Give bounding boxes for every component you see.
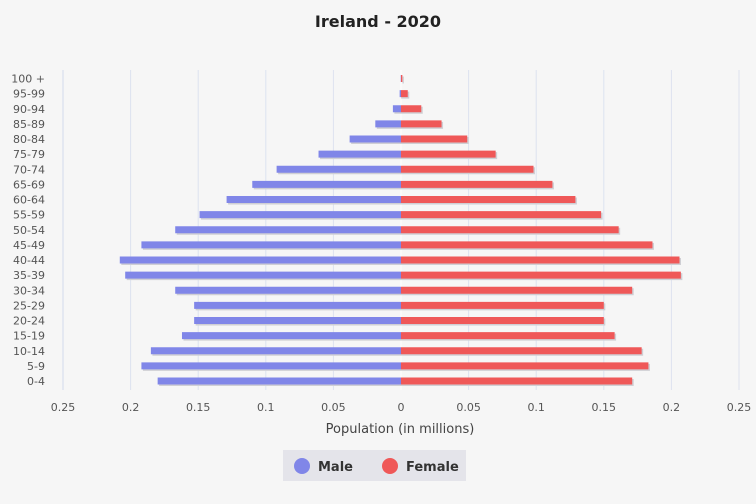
y-axis-tick-labels: 100 + 95-99 90-94 85-89 80-84 75-79 70-74 65-69… [11, 73, 45, 389]
legend-female-label[interactable]: Female [406, 460, 459, 475]
y-tick-label: 5-9 [27, 360, 45, 373]
legend-female-marker[interactable] [382, 458, 398, 474]
x-tick-label: 0.2 [663, 401, 681, 414]
bar-female-35-39[interactable] [401, 271, 681, 279]
x-tick-label: 0.2 [122, 401, 140, 414]
bar-female-70-74[interactable] [401, 165, 534, 173]
y-tick-label: 10-14 [13, 345, 45, 358]
bar-male-10-14[interactable] [150, 347, 401, 355]
x-axis-tick-labels: 0.25 0.2 0.15 0.1 0.05 0 0.05 0.1 0.15 0.2 0.25 [51, 401, 752, 414]
bar-male-20-24[interactable] [194, 317, 401, 324]
bar-female-55-59[interactable] [401, 211, 602, 219]
x-tick-label: 0.1 [527, 401, 545, 414]
bar-female-90-94[interactable] [401, 105, 422, 113]
legend-male-marker[interactable] [294, 458, 310, 474]
bar-male-40-44[interactable] [119, 256, 401, 264]
y-tick-label: 85-89 [13, 118, 45, 131]
bar-female-100[interactable] [401, 75, 403, 82]
bar-female-65-69[interactable] [401, 180, 553, 188]
bars [119, 75, 683, 386]
y-tick-label: 65-69 [13, 178, 45, 191]
y-tick-label: 60-64 [13, 194, 45, 207]
x-tick-label: 0.25 [51, 401, 76, 414]
x-tick-label: 0.05 [321, 401, 346, 414]
bar-male-30-34[interactable] [175, 286, 401, 294]
bar-female-95-99[interactable] [401, 90, 408, 98]
bar-male-90-94[interactable] [392, 105, 401, 113]
bar-female-20-24[interactable] [401, 317, 604, 324]
bar-male-95-99[interactable] [399, 90, 401, 98]
bar-male-60-64[interactable] [226, 196, 401, 203]
x-tick-label: 0.15 [592, 401, 617, 414]
x-tick-label: 0.15 [186, 401, 211, 414]
bar-male-80-84[interactable] [349, 135, 401, 143]
bar-female-15-19[interactable] [401, 332, 615, 340]
bar-male-75-79[interactable] [318, 150, 401, 158]
y-tick-label: 90-94 [13, 103, 45, 116]
bar-male-70-74[interactable] [276, 165, 401, 173]
bar-shadow [402, 76, 404, 84]
x-tick-label: 0.25 [727, 401, 752, 414]
bar-female-85-89[interactable] [401, 120, 442, 128]
bar-female-40-44[interactable] [401, 256, 680, 264]
bar-female-5-9[interactable] [401, 362, 649, 370]
bar-female-25-29[interactable] [401, 301, 604, 309]
bar-female-75-79[interactable] [401, 150, 496, 158]
legend-background [283, 450, 466, 481]
bar-female-0-4[interactable] [401, 377, 633, 385]
x-tick-label: 0.1 [257, 401, 275, 414]
bar-male-85-89[interactable] [375, 120, 401, 128]
legend-male-label[interactable]: Male [318, 460, 353, 475]
bar-male-50-54[interactable] [175, 226, 401, 234]
y-tick-label: 20-24 [13, 315, 45, 328]
bar-male-65-69[interactable] [252, 180, 401, 188]
y-tick-label: 40-44 [13, 254, 45, 267]
y-tick-label: 25-29 [13, 299, 45, 312]
bar-female-10-14[interactable] [401, 347, 642, 355]
legend: Male Female [283, 450, 466, 481]
bar-male-0-4[interactable] [157, 377, 401, 385]
y-tick-label: 35-39 [13, 269, 45, 282]
y-tick-label: 30-34 [13, 284, 45, 297]
bar-male-55-59[interactable] [199, 211, 401, 219]
y-tick-label: 45-49 [13, 239, 45, 252]
y-tick-label: 75-79 [13, 148, 45, 161]
bar-female-30-34[interactable] [401, 286, 633, 294]
x-tick-label: 0 [398, 401, 405, 414]
bar-male-5-9[interactable] [141, 362, 401, 370]
y-tick-label: 100 + [11, 73, 45, 86]
bar-female-50-54[interactable] [401, 226, 619, 234]
chart-title: Ireland - 2020 [315, 12, 441, 31]
y-tick-label: 0-4 [27, 375, 45, 388]
y-tick-label: 15-19 [13, 330, 45, 343]
y-tick-label: 95-99 [13, 88, 45, 101]
y-tick-label: 70-74 [13, 163, 45, 176]
y-tick-label: 55-59 [13, 209, 45, 222]
bar-male-45-49[interactable] [141, 241, 401, 249]
x-tick-label: 0.05 [456, 401, 481, 414]
y-tick-label: 50-54 [13, 224, 45, 237]
bar-male-15-19[interactable] [181, 332, 401, 340]
x-axis-title: Population (in millions) [326, 422, 475, 437]
bar-female-45-49[interactable] [401, 241, 653, 249]
bar-male-35-39[interactable] [125, 271, 401, 279]
bar-female-80-84[interactable] [401, 135, 468, 143]
bar-female-60-64[interactable] [401, 196, 576, 203]
bar-male-25-29[interactable] [194, 301, 401, 309]
y-tick-label: 80-84 [13, 133, 45, 146]
